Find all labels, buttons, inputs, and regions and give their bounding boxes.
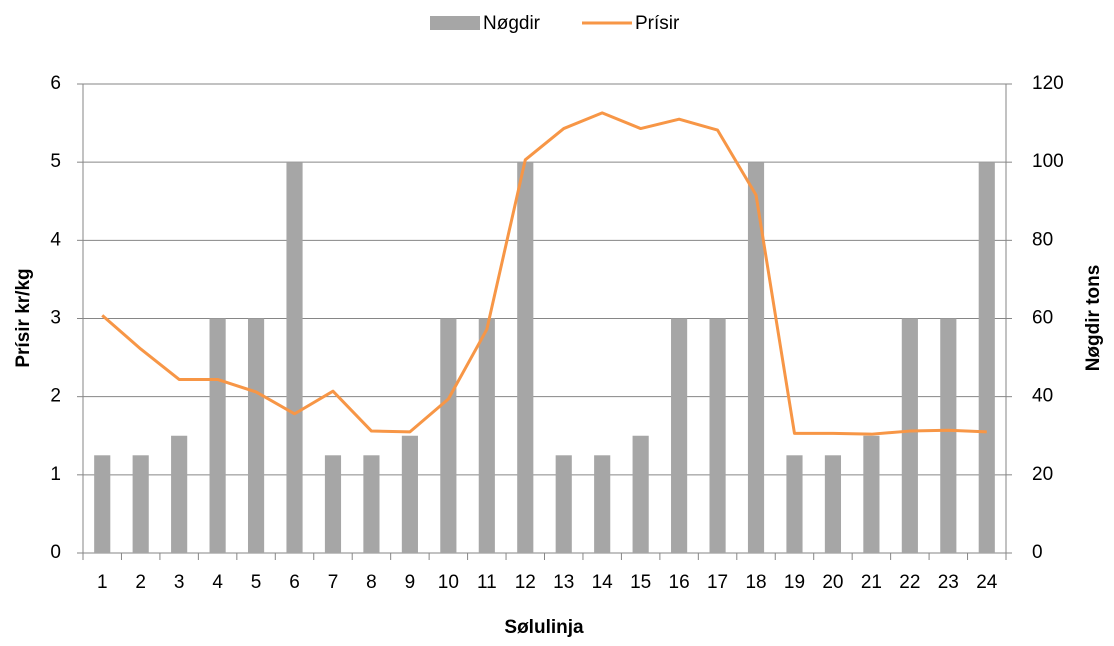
bar (209, 318, 226, 553)
bar (401, 435, 418, 553)
bar (171, 435, 188, 553)
x-tick-label: 11 (477, 572, 497, 593)
x-tick-label: 23 (938, 572, 959, 593)
bar (478, 318, 495, 553)
x-tick-label: 14 (592, 572, 614, 593)
bar (594, 455, 611, 553)
y2-tick-label: 40 (1032, 386, 1053, 407)
legend-swatch (430, 16, 480, 30)
y-tick-label: 4 (50, 229, 61, 250)
x-axis-label: Sølulinja (504, 617, 584, 638)
bar (517, 162, 534, 553)
x-tick-label: 20 (822, 572, 843, 593)
x-tick-label: 10 (438, 572, 459, 593)
x-tick-label: 16 (669, 572, 690, 593)
bar (671, 318, 688, 553)
x-tick-label: 2 (135, 572, 146, 593)
bar (247, 318, 265, 553)
bar (94, 455, 111, 553)
bar (978, 162, 995, 553)
bar (555, 455, 572, 553)
bar (632, 435, 649, 553)
x-tick-label: 9 (405, 572, 416, 593)
y-axis-label: Prísir kr/kg (13, 268, 34, 367)
x-tick-label: 21 (861, 572, 882, 593)
x-tick-label: 15 (630, 572, 651, 593)
y-tick-label: 1 (50, 464, 61, 485)
bar (940, 318, 957, 553)
x-tick-label: 8 (366, 572, 377, 593)
bar (747, 162, 765, 553)
y2-axis-label: Nøgdir tons (1083, 265, 1104, 372)
y-tick-label: 5 (50, 151, 61, 172)
y-tick-label: 3 (50, 308, 61, 329)
x-tick-label: 1 (97, 572, 108, 593)
bar (786, 455, 803, 553)
bar (824, 455, 842, 553)
bar (863, 435, 880, 553)
legend-label: Nøgdir (483, 13, 541, 34)
bar (901, 318, 918, 553)
y2-tick-label: 20 (1032, 464, 1053, 485)
y2-tick-label: 80 (1032, 229, 1053, 250)
x-tick-label: 22 (899, 572, 920, 593)
x-tick-label: 4 (212, 572, 223, 593)
bar (363, 455, 380, 553)
y-tick-label: 2 (50, 386, 61, 407)
y-tick-label: 6 (50, 73, 61, 94)
x-tick-label: 17 (707, 572, 728, 593)
x-tick-label: 18 (745, 572, 766, 593)
x-tick-label: 19 (784, 572, 805, 593)
legend-label: Prísir (635, 13, 680, 34)
y2-tick-label: 60 (1032, 308, 1053, 329)
line (101, 111, 987, 436)
x-tick-label: 3 (174, 572, 185, 593)
bar (324, 455, 342, 553)
bar (132, 455, 149, 553)
y2-tick-label: 0 (1032, 542, 1043, 563)
x-tick-label: 7 (328, 572, 339, 593)
x-tick-label: 24 (976, 572, 998, 593)
x-tick-label: 5 (251, 572, 262, 593)
x-tick-label: 13 (553, 572, 574, 593)
bar (286, 162, 303, 553)
y-tick-label: 0 (50, 542, 61, 563)
bar (440, 318, 457, 553)
y2-tick-label: 120 (1032, 73, 1064, 94)
x-tick-label: 6 (289, 572, 300, 593)
x-tick-label: 12 (515, 572, 536, 593)
y2-tick-label: 100 (1032, 151, 1064, 172)
bar (709, 318, 726, 553)
